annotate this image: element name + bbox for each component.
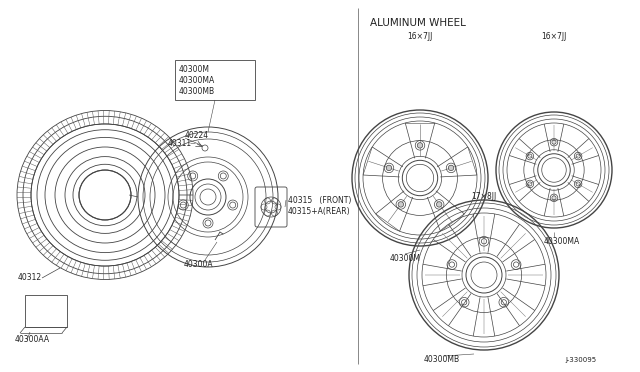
Text: 16×7JJ: 16×7JJ: [541, 32, 566, 41]
Text: 40300M: 40300M: [390, 254, 421, 263]
Text: J-330095: J-330095: [565, 357, 596, 363]
Circle shape: [449, 165, 454, 171]
Text: ALUMINUM WHEEL: ALUMINUM WHEEL: [370, 18, 466, 28]
Text: 40224: 40224: [185, 131, 209, 140]
Text: 40300MA: 40300MA: [179, 76, 215, 85]
Text: 16×7JJ: 16×7JJ: [407, 32, 433, 41]
Circle shape: [417, 142, 422, 148]
Text: 40315   (FRONT): 40315 (FRONT): [288, 196, 351, 205]
Text: 40311: 40311: [168, 138, 192, 148]
Text: 40300A: 40300A: [183, 260, 213, 269]
Text: 40300MA: 40300MA: [544, 237, 580, 246]
Bar: [25, 295, 67, 327]
Text: 40300AA: 40300AA: [15, 336, 50, 344]
Circle shape: [436, 202, 442, 207]
Bar: [175, 60, 255, 100]
Text: 17×8JJ: 17×8JJ: [472, 192, 497, 201]
Text: 40300M: 40300M: [179, 65, 210, 74]
Circle shape: [386, 165, 392, 171]
Circle shape: [398, 202, 404, 207]
Text: 40300MB: 40300MB: [179, 87, 215, 96]
Text: 40315+A(REAR): 40315+A(REAR): [288, 207, 351, 216]
Text: 40300MB: 40300MB: [424, 355, 460, 364]
Text: 40312: 40312: [18, 273, 42, 282]
